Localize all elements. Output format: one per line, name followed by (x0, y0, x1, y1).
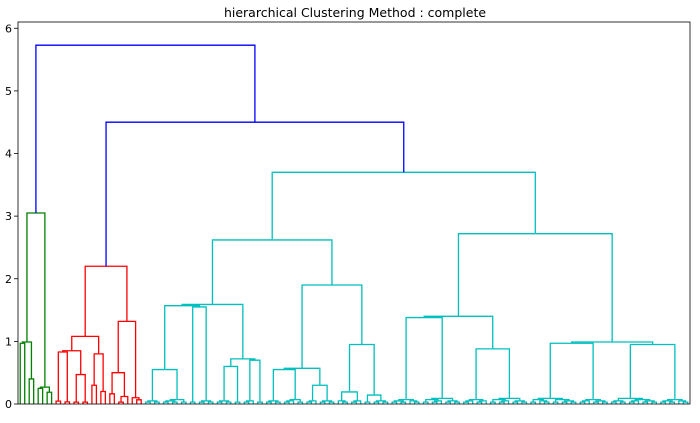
y-tick-label: 2 (5, 273, 12, 286)
dendrogram-link-68 (337, 400, 346, 404)
dendrogram-link-9 (57, 351, 68, 402)
dendrogram-link-94 (405, 316, 443, 400)
dendrogram-link-6 (26, 212, 46, 388)
dendrogram-link-66 (283, 367, 321, 386)
dendrogram-link-51 (181, 303, 244, 359)
dendrogram-link-31 (165, 400, 176, 403)
dendrogram-link-88 (433, 400, 443, 404)
dendrogram-link-21 (111, 372, 126, 397)
dendrogram-link-22 (136, 399, 142, 404)
dendrogram-link-148 (35, 44, 256, 213)
dendrogram-link-146 (271, 171, 536, 240)
dendrogram-link-59 (272, 368, 296, 401)
y-tick-label: 4 (5, 148, 12, 161)
dendrogram-link-84 (409, 400, 418, 404)
chart-title: hierarchical Clustering Method : complet… (224, 5, 486, 20)
dendrogram-link-106 (514, 400, 525, 403)
dendrogram-link-112 (539, 400, 548, 404)
dendrogram-link-23 (131, 397, 140, 404)
plot-frame (17, 21, 691, 405)
dendrogram-link-143 (629, 343, 676, 400)
dendrogram-link-98 (478, 400, 487, 404)
dendrogram-link-14 (91, 384, 98, 404)
y-tick-label: 1 (5, 335, 12, 348)
dendrogram-link-71 (341, 391, 359, 401)
dendrogram-link-136 (617, 397, 644, 401)
dendrogram-link-2 (21, 341, 33, 379)
dendrogram-link-45 (223, 365, 239, 403)
dendrogram-link-56 (286, 400, 295, 404)
y-tick-label: 0 (5, 398, 12, 411)
dendrogram-links (19, 44, 689, 404)
dendrogram-link-121 (581, 400, 590, 404)
dendrogram-link-40 (164, 305, 201, 370)
dendrogram-link-129 (613, 400, 624, 403)
dendrogram-link-79 (211, 239, 333, 305)
dendrogram-link-119 (537, 397, 563, 400)
dendrogram-link-13 (62, 350, 82, 375)
dendrogram-link-139 (662, 400, 673, 403)
dendrogram-link-117 (563, 400, 575, 403)
dendrogram-link-124 (595, 400, 606, 403)
dendrogram-link-16 (93, 353, 104, 392)
dendrogram-link-92 (447, 400, 458, 403)
dendrogram-link-102 (501, 400, 510, 404)
y-axis: 0 1 2 3 4 5 6 (5, 22, 18, 411)
dendrogram-link-109 (423, 315, 494, 349)
dendrogram-link-1 (28, 378, 35, 404)
y-tick-label: 3 (5, 210, 12, 223)
dendrogram-link-28 (147, 400, 158, 403)
dendrogram-link-134 (644, 400, 655, 403)
dendrogram-link-38 (201, 400, 212, 403)
dendrogram-link-75 (375, 400, 387, 403)
dendrogram-link-78 (301, 284, 363, 369)
dendrogram-link-145 (457, 233, 613, 343)
dendrogram-link-39 (192, 306, 207, 403)
dendrogram-link-4 (46, 391, 53, 404)
dendrogram-link-20 (120, 395, 129, 404)
dendrogram-link-15 (100, 390, 107, 404)
dendrogram-link-34 (151, 368, 178, 401)
dendrogram-link-107 (498, 397, 521, 401)
dendrogram-link-18 (109, 393, 115, 404)
dendrogram-link-49 (249, 359, 261, 403)
dendrogram-link-7 (55, 400, 62, 404)
dendrogram-link-96 (465, 400, 474, 404)
dendrogram-link-65 (311, 384, 328, 401)
dendrogram-link-43 (218, 400, 230, 403)
dendrogram-link-70 (353, 400, 362, 404)
dendrogram-link-3 (37, 387, 44, 404)
dendrogram-link-82 (393, 400, 404, 403)
dendrogram-link-131 (631, 400, 640, 404)
dendrogram-link-147 (105, 121, 405, 267)
dendrogram-link-77 (348, 343, 375, 396)
dendrogram-link-47 (245, 400, 254, 404)
dendrogram-link-0 (19, 342, 26, 404)
dendrogram-link-61 (308, 400, 317, 404)
dendrogram-link-93 (431, 397, 454, 401)
dendrogram-link-12 (75, 373, 86, 403)
dendrogram-link-141 (678, 400, 687, 404)
dendrogram-link-64 (321, 400, 333, 403)
dendrogram-link-5 (39, 386, 51, 393)
dendrogram-link-54 (268, 400, 279, 403)
dendrogram-link-108 (475, 348, 511, 400)
y-tick-label: 5 (5, 85, 12, 98)
dendrogram-link-24 (117, 320, 137, 398)
dendrogram-link-126 (549, 342, 594, 400)
dendrogram-link-25 (84, 265, 128, 337)
y-tick-label: 6 (5, 22, 12, 35)
